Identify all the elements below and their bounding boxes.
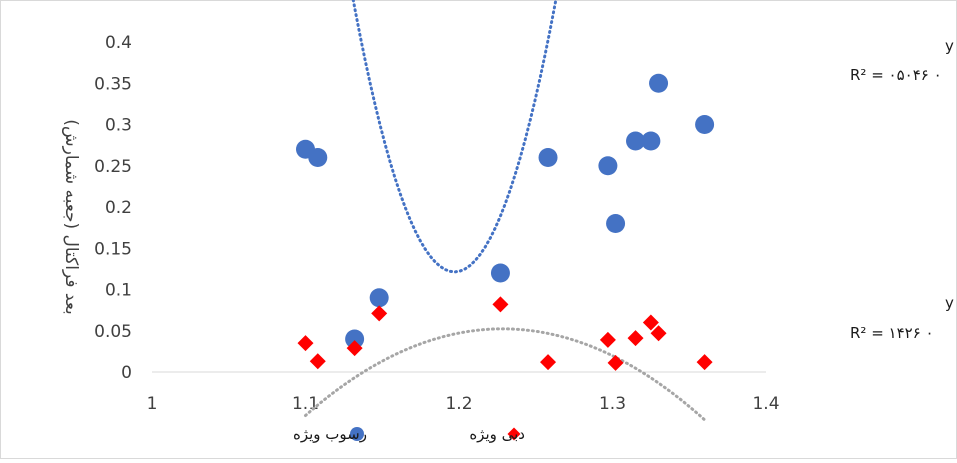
y-tick-label: 0.05: [94, 322, 132, 342]
legend-label: رسوب ویژه: [293, 425, 367, 443]
data-point-diamond: [696, 354, 713, 371]
data-point-circle: [369, 288, 389, 308]
trendline-equation: y = ۸۴۴۰۶x² - ۱۳۷۰۲ + x۱۴۳۱۲: [945, 37, 957, 55]
x-tick-label: 1.1: [292, 394, 319, 414]
y-tick-label: 0: [121, 363, 132, 383]
y-axis-title: بعد فراکتال (جعبه شمارش): [61, 119, 81, 314]
data-point-circle: [649, 73, 669, 93]
data-point-circle: [345, 329, 365, 349]
data-point-circle: [598, 156, 618, 176]
y-tick-label: 0.4: [105, 33, 132, 53]
data-point-diamond: [309, 353, 326, 370]
x-tick-label: 1.2: [445, 394, 472, 414]
data-point-diamond: [607, 354, 624, 371]
legend-marker-circle: [350, 427, 364, 441]
x-tick-label: 1.4: [752, 394, 779, 414]
data-point-diamond: [642, 314, 659, 331]
data-point-circle: [641, 131, 661, 151]
data-point-diamond: [371, 305, 388, 322]
y-tick-label: 0.15: [94, 239, 132, 259]
data-point-diamond: [297, 335, 314, 352]
trendline-equation: y = -۱۶۶۳۴x² + ۴۰۵۷۶ - x۲۴۲۳۳: [945, 294, 957, 312]
legend-marker-diamond: [507, 427, 521, 441]
data-point-circle: [538, 148, 558, 167]
x-tick-label: 1.3: [599, 394, 626, 414]
data-point-diamond: [627, 330, 644, 347]
x-tick-label: 1: [147, 394, 158, 414]
legend-label: دبی ویژه: [469, 425, 525, 443]
data-point-diamond: [650, 325, 667, 342]
data-point-circle: [490, 263, 510, 283]
y-tick-label: 0.2: [105, 198, 132, 218]
data-point-diamond: [346, 340, 363, 357]
data-point-circle: [695, 115, 715, 134]
data-point-diamond: [599, 331, 616, 348]
data-point-diamond: [540, 354, 557, 371]
trendline-r-squared: R² = ۱۴۲۶ ۰: [850, 324, 934, 342]
data-point-circle: [626, 131, 646, 151]
data-point-circle: [606, 214, 626, 233]
data-point-diamond: [492, 296, 509, 313]
y-tick-label: 0.25: [94, 157, 132, 177]
y-tick-label: 0.35: [94, 74, 132, 94]
y-tick-label: 0.1: [105, 281, 132, 301]
trendline-series-1: [351, 0, 558, 274]
y-tick-label: 0.3: [105, 116, 132, 136]
data-point-circle: [308, 148, 328, 167]
trendline-r-squared: R² = ۰۵۰۴۶ ۰: [850, 66, 942, 84]
